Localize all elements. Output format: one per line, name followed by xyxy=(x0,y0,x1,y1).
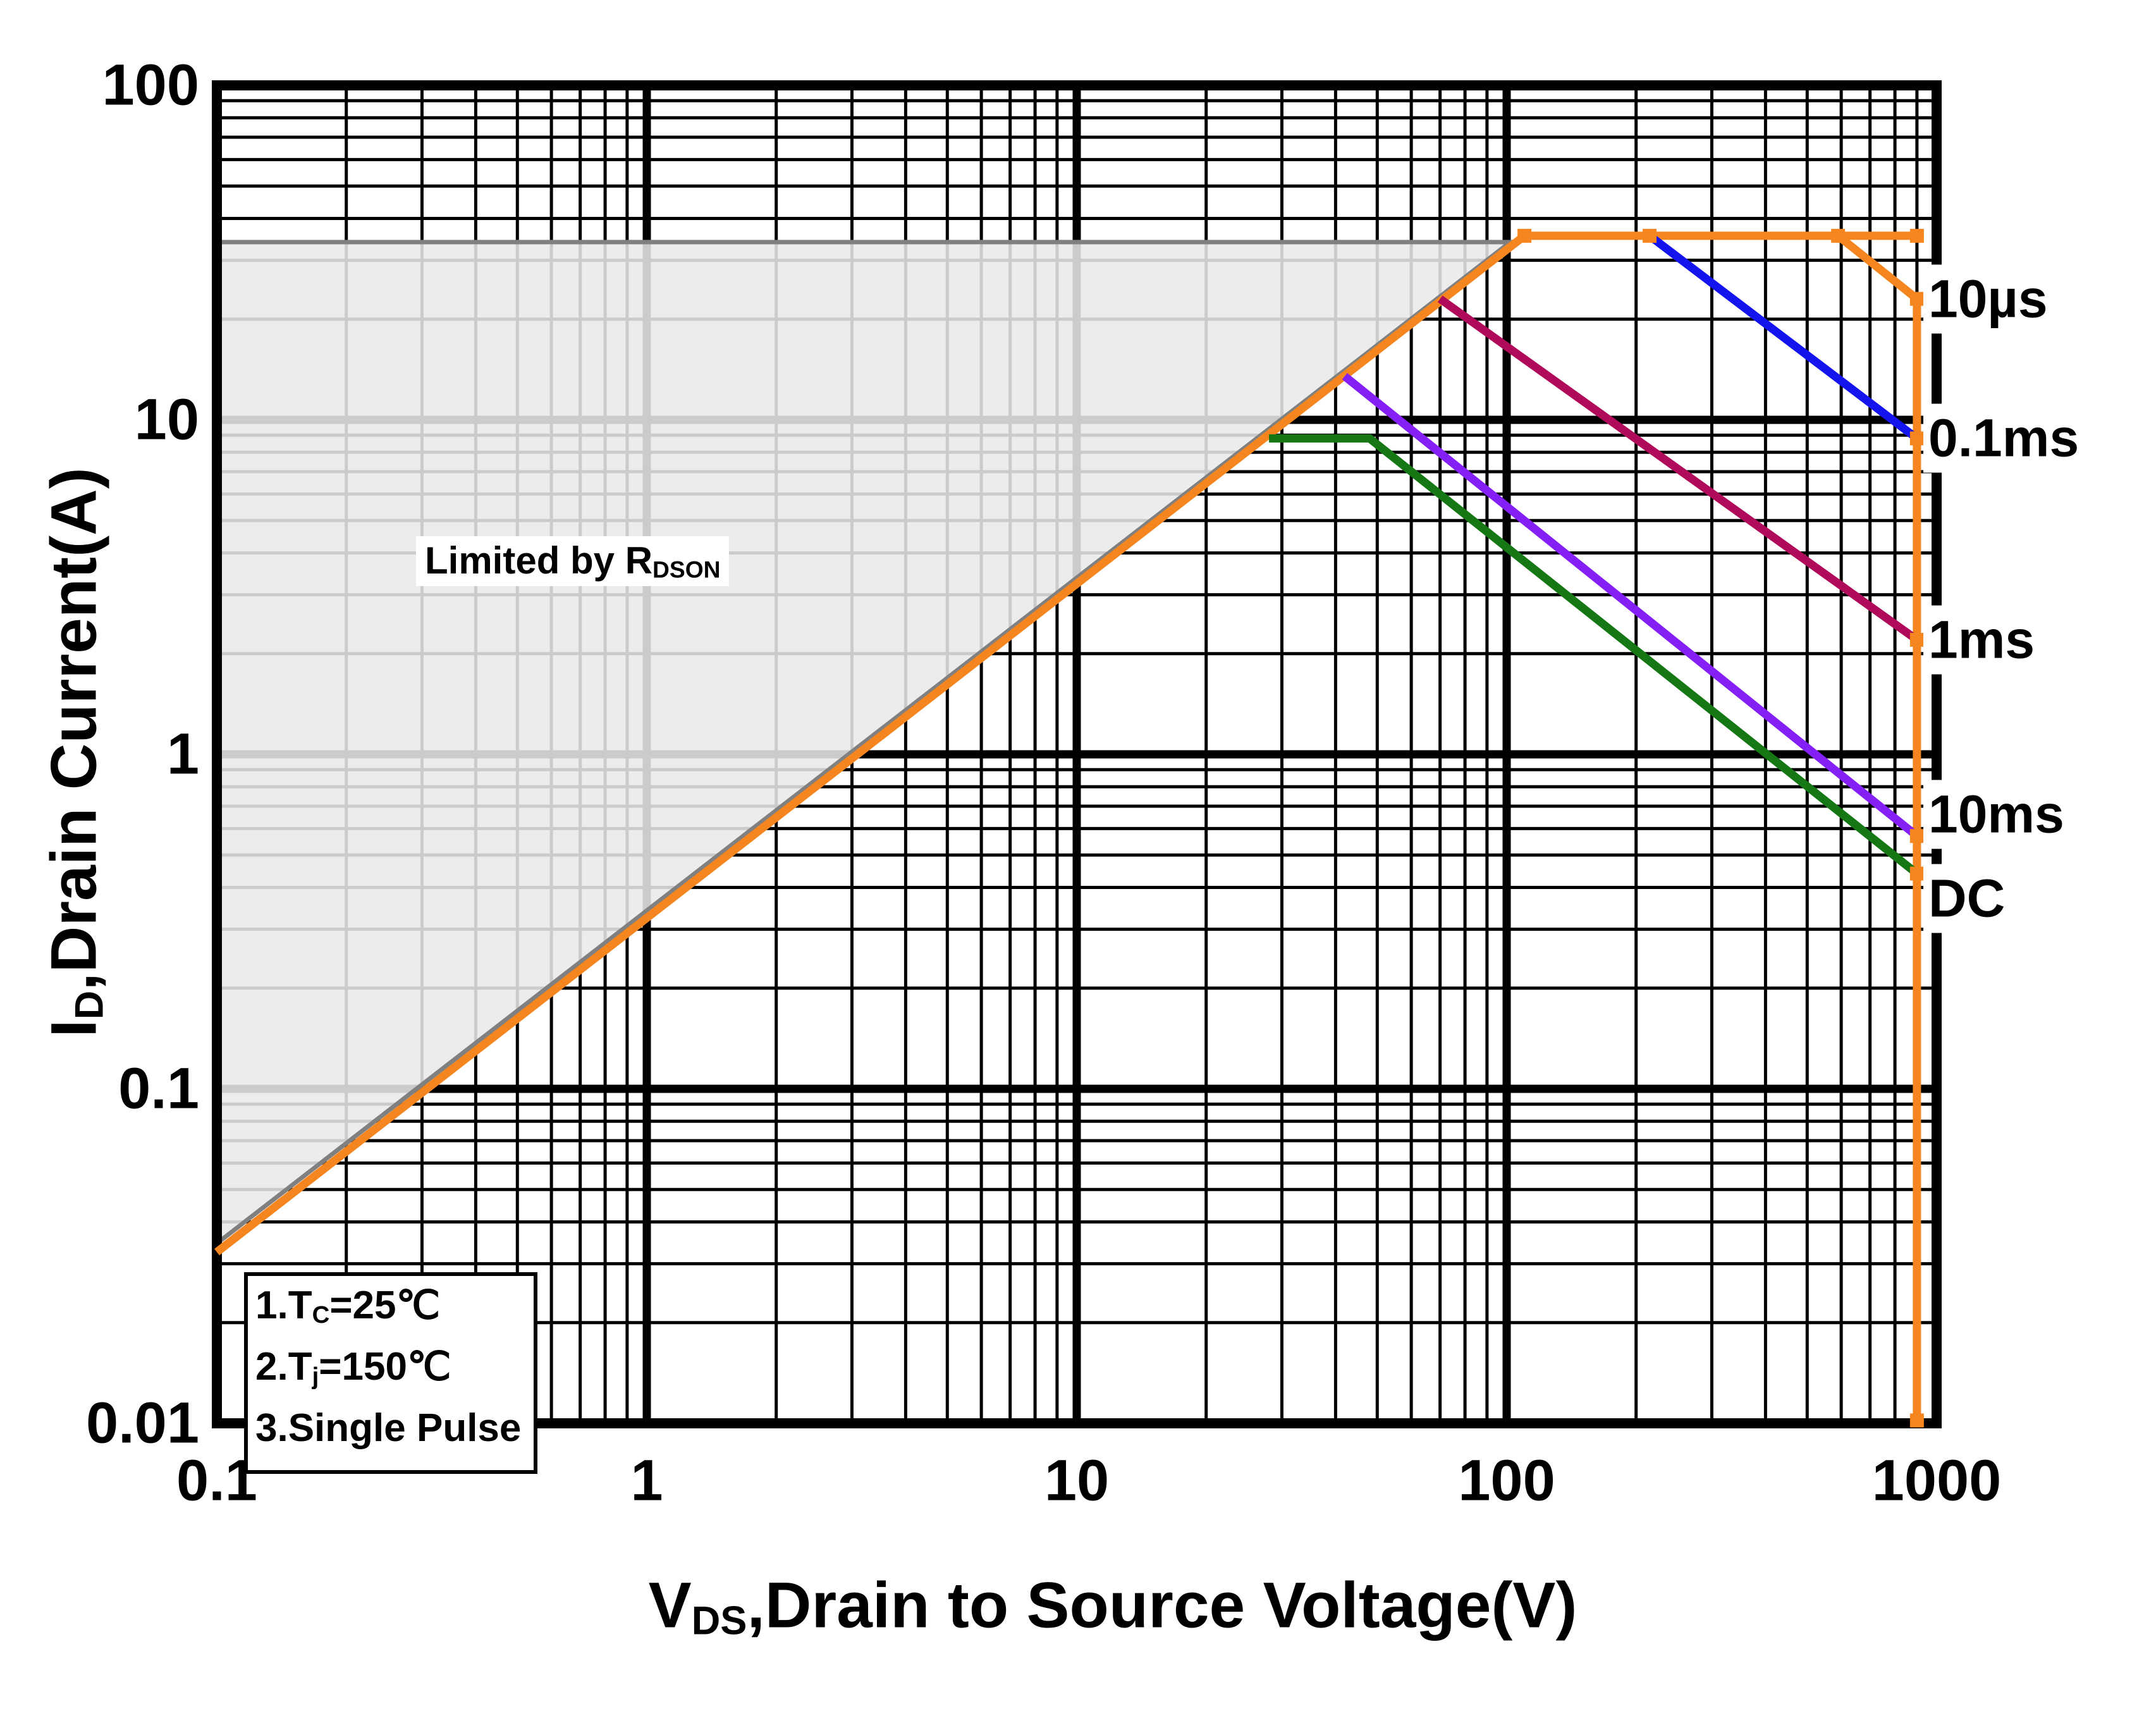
x-title-symbol: V xyxy=(648,1569,692,1641)
x-tick-100: 100 xyxy=(1458,1448,1555,1513)
curve-label-0-1ms: 0.1ms xyxy=(1923,403,2087,473)
x-axis-title: VDS,Drain to Source Voltage(V) xyxy=(649,1568,1577,1643)
y-tick-10: 10 xyxy=(134,387,199,452)
limited-label-text: Limited by R xyxy=(425,539,653,582)
y-tick-1: 1 xyxy=(166,721,199,787)
curve-label-10us: 10µs xyxy=(1923,264,2055,334)
y-tick-0_01: 0.01 xyxy=(85,1390,199,1456)
test-conditions-note: 1.TC=25℃ 2.Tj=150℃ 3.Single Pulse xyxy=(244,1272,538,1474)
y-title-text: ,Drain Current(A) xyxy=(37,467,110,991)
note3-pre: 3.Single Pulse xyxy=(255,1406,522,1450)
note1-pre: 1.T xyxy=(255,1284,312,1327)
x-tick-10: 10 xyxy=(1044,1448,1110,1513)
note2-post: =150℃ xyxy=(319,1344,451,1389)
note1-post: =25℃ xyxy=(329,1284,441,1327)
x-tick-1: 1 xyxy=(630,1448,663,1513)
y-title-symbol: I xyxy=(37,1019,110,1038)
limited-by-rdson-label: Limited by RDSON xyxy=(416,536,730,586)
note-line-single-pulse: 3.Single Pulse xyxy=(255,1402,521,1464)
x-tick-1000: 1000 xyxy=(1871,1448,2002,1513)
curve-label-dc: DC xyxy=(1923,864,2013,933)
note2-pre: 2.T xyxy=(255,1344,312,1389)
note-line-tc: 1.TC=25℃ xyxy=(255,1280,521,1341)
curve-label-1ms: 1ms xyxy=(1923,605,2043,675)
limited-label-subscript: DSON xyxy=(652,556,721,583)
x-tick-0_1: 0.1 xyxy=(176,1448,257,1513)
y-tick-100: 100 xyxy=(102,52,200,118)
curve-label-10ms: 10ms xyxy=(1923,780,2072,849)
note2-sub: j xyxy=(312,1362,319,1390)
note1-sub: C xyxy=(312,1301,330,1328)
y-title-subscript: D xyxy=(67,990,112,1020)
y-tick-0_1: 0.1 xyxy=(118,1056,199,1121)
x-title-subscript: DS xyxy=(691,1598,747,1643)
x-title-text: ,Drain to Source Voltage(V) xyxy=(747,1569,1577,1641)
y-axis-title: ID,Drain Current(A) xyxy=(37,467,112,1037)
note-line-tj: 2.Tj=150℃ xyxy=(255,1341,521,1402)
